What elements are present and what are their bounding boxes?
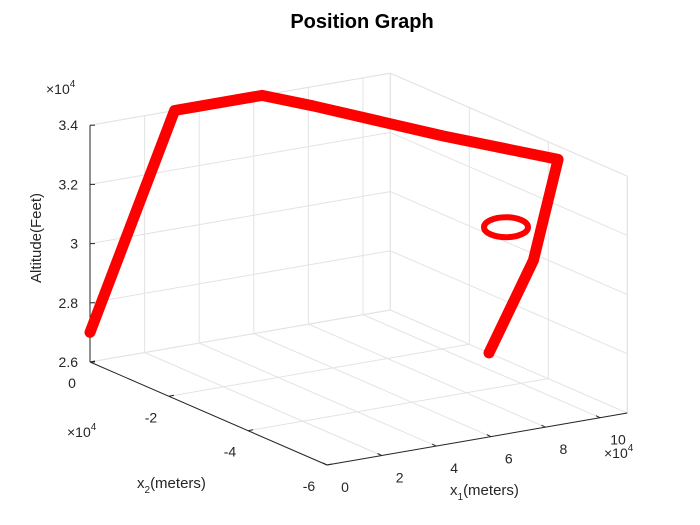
x-tick-mark [431,443,437,447]
grid-line-backwall-z [89,309,391,363]
y-axis-label: x2(meters) [137,475,206,496]
trajectory-line [84,89,564,359]
grid-line-floor-x [199,342,437,447]
x-axis-label-main: x [450,482,458,499]
z-exponent-power: 4 [70,79,76,90]
y-axis-label-subscript: 2 [145,485,151,496]
y-tick-label: 0 [68,375,76,391]
y-exponent-power: 4 [91,422,97,433]
grid-line-backwall-z [89,191,391,245]
axes [89,124,628,466]
z-tick-label: 3 [70,236,78,252]
x-exponent-power: 4 [628,443,634,454]
grid-line-floor-x [253,333,491,438]
y-axis-label-main: x [137,475,145,492]
x-tick-label: 6 [505,451,513,467]
z-tick-label: 3.2 [59,176,79,192]
y-tick-mark [247,429,254,432]
x-tick-label: 4 [450,460,458,476]
x-tick-label: 2 [396,470,404,486]
x-exponent-label: ×104 [604,443,634,461]
y-exponent-base: ×10 [67,424,91,440]
grid-line-backwall-z [89,131,391,185]
x-exponent-base: ×10 [604,445,628,461]
trajectory-loop [481,214,531,241]
y-tick-label: -2 [145,409,158,425]
chart-title: Position Graph [290,11,433,33]
y-tick-mark [326,463,333,466]
x-axis-line [326,412,628,466]
box-edge-top-right [390,72,628,177]
x-tick-mark [541,424,546,428]
z-axis-label: Altitude(Feet) [28,193,45,283]
grid-line-sidewall-z [390,131,628,236]
y-tick-label: -6 [303,478,316,494]
z-tick-label: 3.4 [59,117,79,133]
z-tick-label: 2.6 [59,354,79,370]
grid-line-floor-x [144,352,382,456]
y-axis-label-rest: (meters) [150,475,206,492]
grid-line-floor-y [247,378,549,432]
y-tick-mark [168,394,175,397]
x-tick-mark [322,462,328,466]
tick-labels: 0 2 4 6 8 10 -6 -4 -2 0 2.6 2.8 3 3.2 3.4 [59,117,626,495]
z-tick-label: 2.8 [59,295,79,311]
grid-line-sidewall-z [390,309,628,414]
grid-line-sidewall-z [390,191,628,296]
x-tick-mark [377,453,382,456]
x-tick-label: 0 [341,479,349,495]
y-axis-line [89,361,328,466]
x-tick-label: 8 [560,441,568,457]
x-tick-label: 10 [610,432,626,448]
z-exponent-label: ×104 [46,79,76,97]
y-exponent-label: ×104 [67,422,97,440]
x-axis-label-rest: (meters) [463,482,519,499]
z-exponent-base: ×10 [46,81,70,97]
grid-line-backwall-z [89,250,391,304]
x-tick-mark [486,434,492,438]
y-tick-label: -4 [224,444,237,460]
x-axis-label: x1(meters) [450,482,519,503]
data-layer [84,89,564,359]
grid-line-floor-x [362,314,601,419]
x-axis-label-subscript: 1 [458,492,464,503]
x-tick-mark [595,415,601,419]
grid-line-floor-x [308,323,546,428]
grid-line-floor-y [168,343,470,397]
